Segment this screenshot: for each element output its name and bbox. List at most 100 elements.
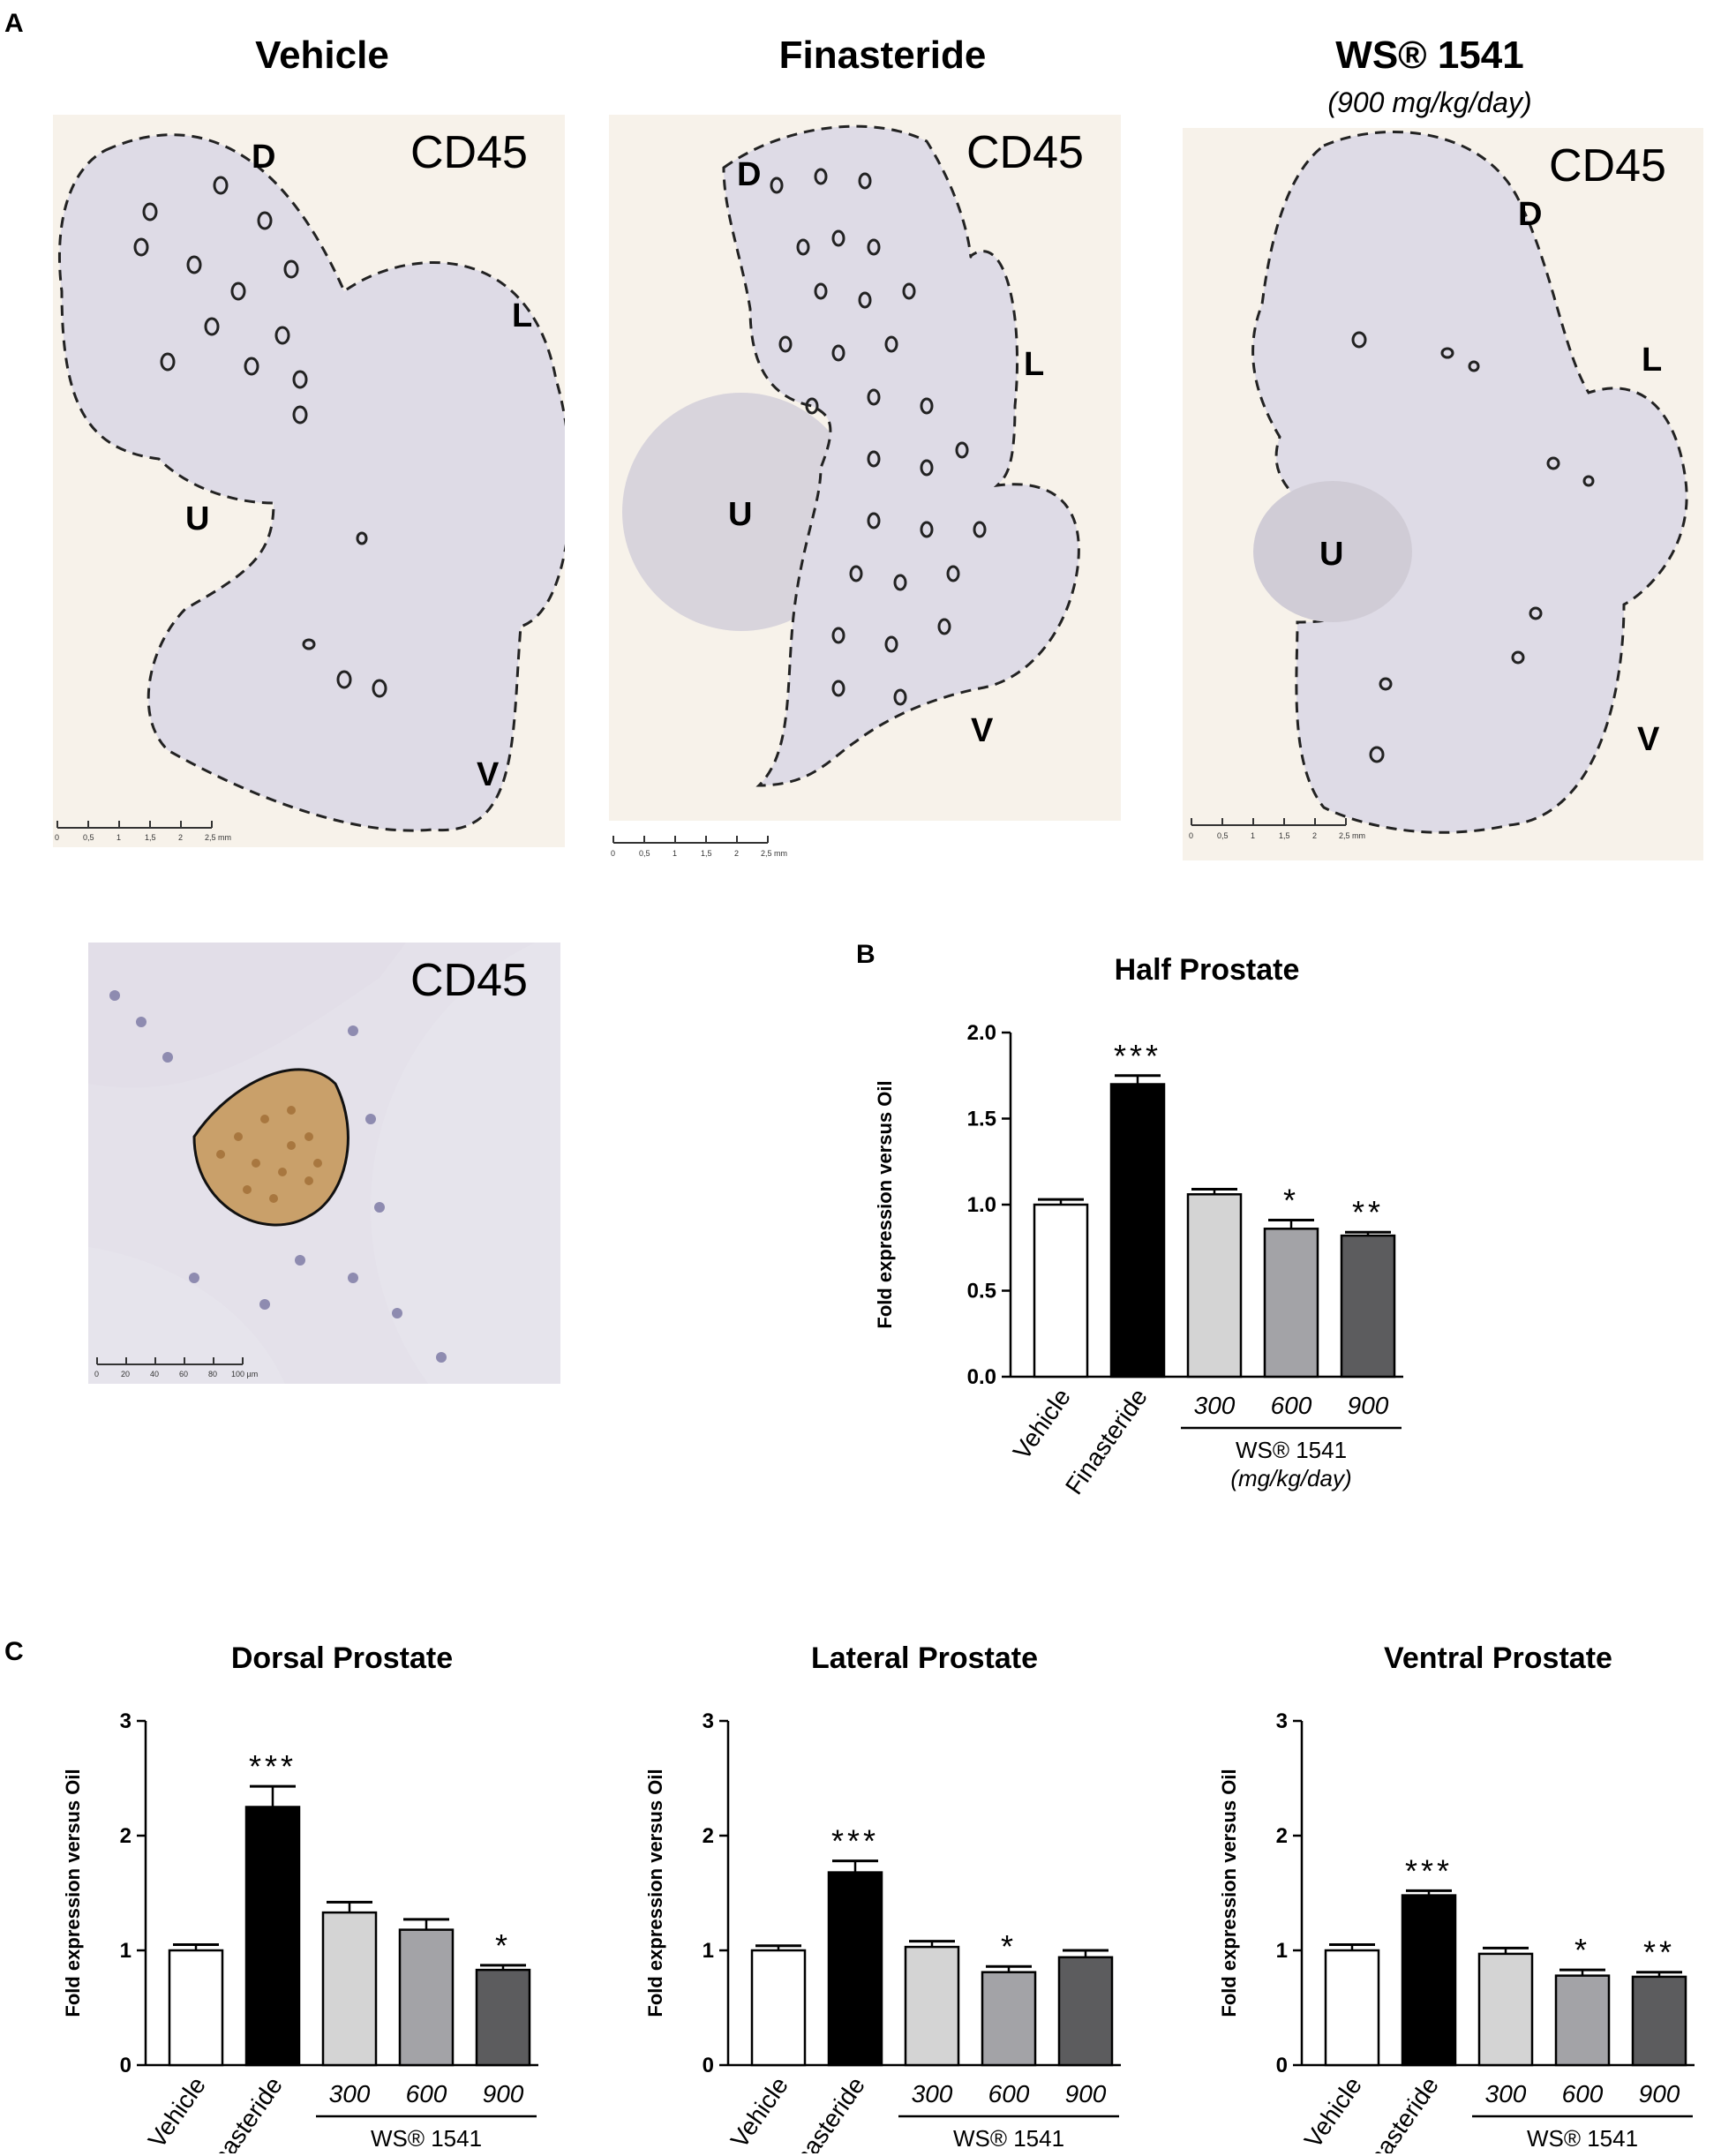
y-tick-label: 1 bbox=[703, 1939, 714, 1963]
significance-label: ** bbox=[1352, 1194, 1384, 1230]
significance-label: * bbox=[1283, 1183, 1299, 1219]
region-label-l: L bbox=[1642, 342, 1662, 379]
region-label-u: U bbox=[1319, 536, 1343, 573]
svg-text:60: 60 bbox=[179, 1370, 188, 1378]
y-tick-label: 0 bbox=[1276, 2054, 1288, 2077]
y-tick-label: 3 bbox=[703, 1709, 714, 1733]
region-label-v: V bbox=[971, 712, 994, 749]
bar bbox=[475, 1968, 531, 2067]
svg-text:20: 20 bbox=[121, 1370, 130, 1378]
significance-label: * bbox=[495, 1927, 511, 1964]
y-axis-label: Fold expression versus Oil bbox=[62, 1769, 84, 2017]
chart-title: Dorsal Prostate bbox=[231, 1641, 453, 1675]
y-tick-label: 2 bbox=[120, 1824, 132, 1848]
scale-bar: 0 20 40 60 80 100 µm bbox=[94, 1357, 258, 1378]
y-tick-label: 1.0 bbox=[967, 1193, 996, 1217]
y-tick-label: 2.0 bbox=[967, 1021, 996, 1045]
bar bbox=[827, 1871, 883, 2067]
image-title-vehicle: Vehicle bbox=[255, 34, 389, 77]
significance-label: *** bbox=[831, 1823, 879, 1859]
panel-label-c: C bbox=[4, 1637, 24, 1666]
significance-label: *** bbox=[1114, 1038, 1161, 1074]
chart-lateral-prostate: Lateral Prostate 0 1 2 3 Fold expression vers… bbox=[644, 1641, 1121, 2153]
x-category-label: 600 bbox=[1562, 2080, 1604, 2107]
svg-text:1,5: 1,5 bbox=[1279, 831, 1290, 840]
y-tick-label: 1.5 bbox=[967, 1108, 996, 1131]
x-category-label: 600 bbox=[406, 2080, 447, 2107]
region-label-d: D bbox=[737, 156, 761, 193]
x-category-label: Finasteride bbox=[195, 2072, 288, 2153]
svg-text:1,5: 1,5 bbox=[701, 849, 712, 858]
x-category-label: 600 bbox=[1271, 1392, 1312, 1419]
chart-ventral-prostate: Ventral Prostate 0 1 2 3 Fold expression vers… bbox=[1218, 1641, 1695, 2153]
scale-bar: 0 0,5 1 1,5 2 2,5 mm bbox=[611, 836, 787, 858]
bar bbox=[1401, 1894, 1457, 2067]
stain-label: CD45 bbox=[966, 127, 1084, 178]
region-label-u: U bbox=[185, 500, 209, 537]
bar bbox=[1477, 1952, 1534, 2067]
x-category-label: Vehicle bbox=[725, 2072, 793, 2153]
group-sublabel: (mg/kg/day) bbox=[1230, 1465, 1351, 1491]
svg-text:0: 0 bbox=[94, 1370, 99, 1378]
significance-label: *** bbox=[1405, 1852, 1453, 1889]
svg-text:0: 0 bbox=[611, 849, 615, 858]
scale-bar: 0 0,5 1 1,5 2 2,5 mm bbox=[1189, 818, 1365, 840]
tissue-outline bbox=[1251, 131, 1688, 834]
svg-text:100 µm: 100 µm bbox=[231, 1370, 258, 1378]
tissue-outline bbox=[722, 124, 1080, 787]
bar bbox=[904, 1945, 960, 2067]
bar bbox=[1057, 1956, 1114, 2067]
y-axis-label: Fold expression versus Oil bbox=[1218, 1769, 1240, 2017]
x-category-label: 300 bbox=[329, 2080, 371, 2107]
histology-image-finasteride: D L U V CD45 0 0,5 1 1,5 2 2,5 mm bbox=[609, 115, 1121, 865]
svg-text:1: 1 bbox=[116, 833, 121, 842]
group-label: WS® 1541 bbox=[953, 2125, 1064, 2152]
chart-dorsal-prostate: Dorsal Prostate 0 1 2 3 Fold expression versu… bbox=[62, 1641, 538, 2153]
group-label: WS® 1541 bbox=[1527, 2125, 1638, 2152]
region-label-d: D bbox=[1518, 196, 1542, 233]
significance-label: * bbox=[1001, 1928, 1017, 1964]
y-axis-label: Fold expression versus Oil bbox=[644, 1769, 666, 2017]
svg-text:2: 2 bbox=[1312, 831, 1317, 840]
bar bbox=[1340, 1234, 1396, 1378]
svg-text:1: 1 bbox=[1251, 831, 1255, 840]
y-tick-label: 3 bbox=[1276, 1709, 1288, 1733]
y-tick-label: 3 bbox=[120, 1709, 132, 1733]
svg-text:2,5 mm: 2,5 mm bbox=[1339, 831, 1365, 840]
x-category-label: 300 bbox=[1485, 2080, 1527, 2107]
x-category-label: Vehicle bbox=[1008, 1384, 1076, 1465]
svg-text:2: 2 bbox=[178, 833, 183, 842]
region-label-l: L bbox=[1024, 346, 1044, 383]
svg-text:0,5: 0,5 bbox=[639, 849, 650, 858]
scale-bar: 0 0,5 1 1,5 2 2,5 mm bbox=[55, 821, 231, 842]
significance-label: *** bbox=[249, 1748, 297, 1784]
svg-text:1,5: 1,5 bbox=[145, 833, 156, 842]
chart-title: Half Prostate bbox=[1115, 953, 1300, 987]
bar bbox=[321, 1911, 378, 2067]
x-category-label: 300 bbox=[912, 2080, 953, 2107]
stain-label: CD45 bbox=[410, 955, 528, 1006]
svg-text:0,5: 0,5 bbox=[1217, 831, 1229, 840]
bar bbox=[981, 1971, 1037, 2067]
bar bbox=[244, 1806, 301, 2067]
y-tick-label: 0 bbox=[703, 2054, 714, 2077]
histology-image-vehicle: D L U V CD45 0 0,5 1 1,5 2 2,5 mm bbox=[53, 115, 565, 847]
significance-label: ** bbox=[1643, 1934, 1675, 1971]
histology-image-ws1541: D L U V CD45 0 0,5 1 1,5 2 2,5 mm bbox=[1183, 128, 1703, 860]
svg-text:2,5 mm: 2,5 mm bbox=[761, 849, 787, 858]
urethra-region bbox=[1253, 481, 1412, 622]
bar bbox=[750, 1949, 807, 2067]
chart-title: Lateral Prostate bbox=[811, 1641, 1038, 1675]
stain-label: CD45 bbox=[410, 127, 528, 178]
bar bbox=[1631, 1975, 1687, 2067]
y-tick-label: 0.5 bbox=[967, 1280, 996, 1303]
y-tick-label: 2 bbox=[1276, 1824, 1288, 1848]
x-category-label: 900 bbox=[1065, 2080, 1107, 2107]
bar bbox=[1109, 1083, 1166, 1378]
region-label-v: V bbox=[1637, 721, 1660, 758]
y-axis-label: Fold expression versus Oil bbox=[874, 1080, 896, 1328]
region-label-v: V bbox=[477, 756, 500, 793]
image-title-finasteride: Finasteride bbox=[778, 34, 987, 77]
cd45-cluster-outline bbox=[192, 1068, 349, 1227]
x-category-label: 600 bbox=[988, 2080, 1030, 2107]
